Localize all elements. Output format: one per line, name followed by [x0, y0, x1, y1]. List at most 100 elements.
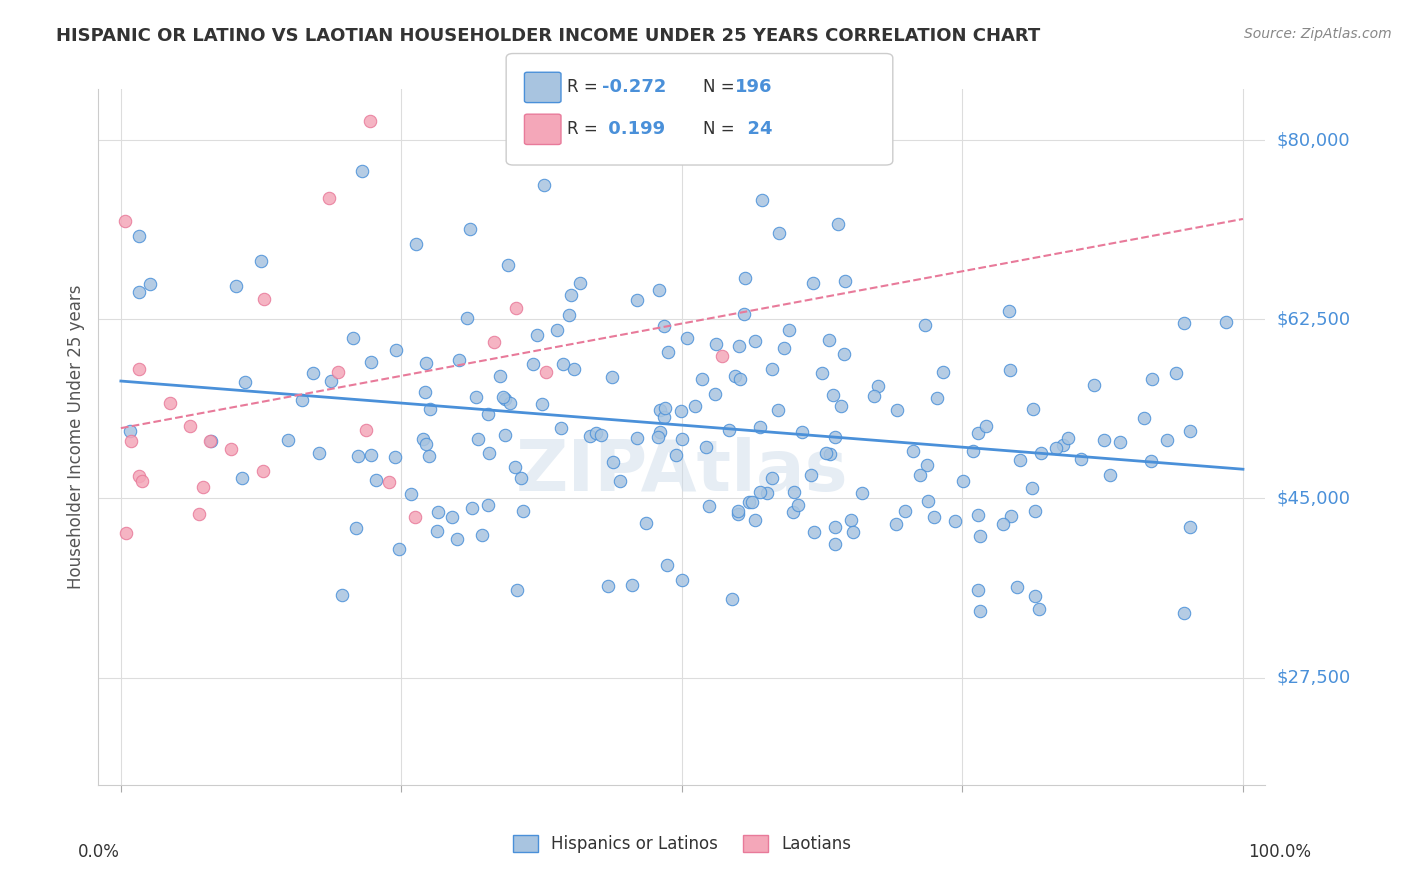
Point	[893, 504, 915, 518]
Point	[652, 409, 675, 424]
Point	[464, 390, 486, 404]
Point	[884, 517, 907, 532]
Point	[405, 509, 427, 524]
Point	[585, 425, 607, 440]
Point	[1140, 372, 1163, 386]
Point	[418, 449, 440, 463]
Point	[499, 396, 522, 410]
Text: $27,500: $27,500	[1277, 668, 1351, 687]
Point	[522, 357, 544, 371]
Point	[553, 357, 575, 371]
Point	[721, 592, 744, 607]
Point	[783, 485, 806, 500]
Point	[815, 446, 838, 460]
Point	[526, 327, 548, 342]
Point	[665, 448, 688, 462]
Point	[128, 469, 150, 483]
Point	[621, 578, 644, 592]
Point	[761, 471, 783, 485]
Point	[1008, 453, 1031, 467]
Point	[399, 487, 422, 501]
Point	[1098, 468, 1121, 483]
Point	[301, 366, 323, 380]
Y-axis label: Householder Income Under 25 years: Householder Income Under 25 years	[66, 285, 84, 590]
Point	[1092, 433, 1115, 447]
Point	[505, 301, 527, 315]
Point	[478, 446, 501, 460]
Point	[800, 467, 823, 482]
Point	[749, 419, 772, 434]
Point	[128, 361, 150, 376]
Point	[413, 384, 436, 399]
Point	[560, 287, 582, 301]
Point	[728, 339, 751, 353]
Point	[801, 276, 824, 290]
Point	[419, 401, 441, 416]
Point	[1173, 606, 1195, 620]
Point	[471, 527, 494, 541]
Point	[384, 450, 406, 464]
Point	[600, 370, 623, 384]
Point	[803, 524, 825, 539]
Point	[308, 446, 330, 460]
Point	[589, 427, 612, 442]
Point	[1173, 316, 1195, 330]
Point	[344, 520, 367, 534]
Point	[1132, 411, 1154, 425]
Point	[128, 285, 150, 299]
Text: N =: N =	[703, 78, 740, 96]
Point	[817, 333, 839, 347]
Point	[811, 366, 834, 380]
Point	[346, 449, 368, 463]
Point	[710, 349, 733, 363]
Point	[461, 500, 484, 515]
Point	[993, 517, 1015, 532]
Point	[546, 323, 568, 337]
Point	[128, 229, 150, 244]
Point	[1028, 601, 1050, 615]
Point	[830, 399, 852, 413]
Point	[669, 404, 692, 418]
Point	[115, 525, 138, 540]
Point	[697, 500, 720, 514]
Point	[824, 537, 846, 551]
Point	[1109, 435, 1132, 450]
Point	[342, 331, 364, 345]
Point	[1156, 433, 1178, 447]
Point	[755, 485, 778, 500]
Point	[683, 399, 706, 413]
Point	[492, 390, 515, 404]
Point	[886, 403, 908, 417]
Point	[569, 276, 592, 290]
Point	[901, 444, 924, 458]
Point	[967, 582, 990, 597]
Point	[412, 432, 434, 446]
Point	[839, 513, 862, 527]
Point	[488, 368, 510, 383]
Point	[1021, 481, 1043, 495]
Point	[503, 460, 526, 475]
Point	[704, 386, 727, 401]
Text: Source: ZipAtlas.com: Source: ZipAtlas.com	[1244, 27, 1392, 41]
Point	[917, 493, 939, 508]
Point	[1000, 509, 1022, 524]
Point	[915, 458, 938, 472]
Point	[818, 447, 841, 461]
Point	[252, 463, 274, 477]
Point	[648, 403, 671, 417]
Point	[494, 392, 516, 406]
Point	[114, 214, 136, 228]
Point	[602, 455, 624, 469]
Point	[159, 396, 181, 410]
Point	[1056, 431, 1078, 445]
Point	[654, 401, 676, 415]
Point	[405, 236, 427, 251]
Point	[138, 277, 160, 291]
Point	[609, 475, 631, 489]
Point	[868, 379, 890, 393]
Point	[827, 217, 849, 231]
Point	[932, 365, 955, 379]
Point	[924, 510, 946, 524]
Point	[657, 558, 679, 572]
Point	[233, 375, 256, 389]
